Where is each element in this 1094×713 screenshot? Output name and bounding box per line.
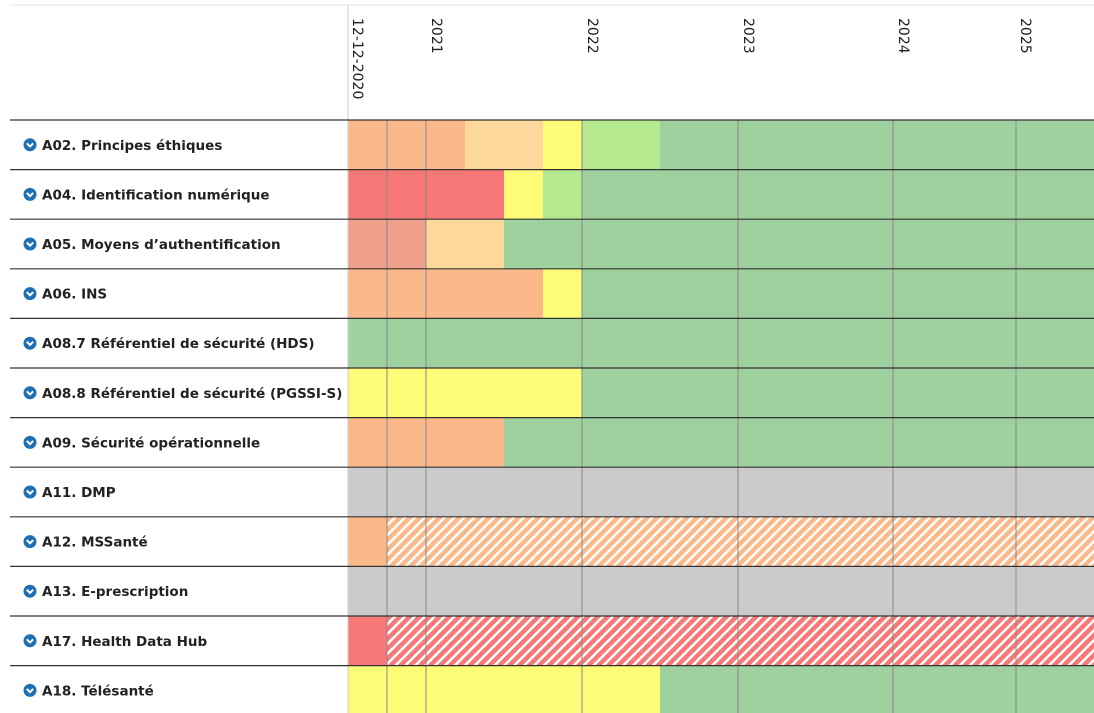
expand-icon	[23, 683, 37, 697]
expand-chevron	[26, 142, 34, 148]
status-segment	[426, 219, 504, 269]
expand-icon	[23, 336, 37, 350]
expand-icon	[23, 187, 37, 201]
row-label: A17. Health Data Hub	[42, 634, 208, 650]
status-segment	[465, 120, 543, 170]
column-header: 2022	[584, 18, 600, 54]
row-label: A12. MSSanté	[42, 535, 148, 551]
status-segment	[348, 665, 660, 713]
status-segment	[660, 665, 1094, 713]
expand-icon	[23, 485, 37, 499]
status-segment	[348, 566, 1094, 616]
status-segment	[387, 616, 1094, 666]
row-label: A08.7 Référentiel de sécurité (HDS)	[42, 336, 315, 352]
status-segment	[504, 169, 543, 220]
status-segment	[348, 616, 387, 666]
expand-icon	[23, 237, 37, 251]
status-segment	[582, 169, 1094, 220]
row-label: A04. Identification numérique	[42, 187, 270, 203]
status-segment	[543, 268, 582, 319]
expand-icon	[23, 138, 37, 152]
expand-chevron	[26, 440, 34, 446]
status-segment	[582, 268, 1094, 319]
status-segment	[348, 268, 543, 319]
status-segment	[543, 169, 582, 220]
column-header: 2023	[740, 18, 756, 54]
status-segment	[348, 318, 1094, 368]
expand-icon	[23, 287, 37, 301]
status-segment	[348, 120, 465, 170]
row-label: A08.8 Référentiel de sécurité (PGSSI-S)	[42, 386, 342, 402]
expand-chevron	[26, 588, 34, 595]
status-segment	[582, 368, 1094, 418]
expand-icon	[23, 535, 37, 549]
status-segment	[543, 120, 582, 170]
expand-icon	[23, 435, 37, 449]
column-header: 12-12-2020	[349, 18, 365, 99]
status-segment	[348, 467, 1094, 517]
status-segment	[504, 417, 1094, 468]
column-header: 2025	[1017, 18, 1033, 54]
expand-chevron	[26, 688, 34, 694]
status-segment	[387, 516, 1094, 567]
expand-chevron	[26, 241, 34, 248]
row-label: A09. Sécurité opérationnelle	[42, 435, 260, 451]
expand-chevron	[26, 192, 34, 198]
row-label: A13. E-prescription	[42, 584, 188, 600]
expand-icon	[23, 386, 37, 400]
status-segment	[660, 120, 1094, 170]
expand-icon	[23, 584, 37, 598]
expand-chevron	[26, 340, 34, 347]
status-segment	[348, 516, 387, 567]
status-segment	[504, 219, 1094, 269]
row-label: A18. Télésanté	[42, 683, 154, 699]
expand-icon	[23, 634, 37, 648]
expand-chevron	[26, 489, 34, 496]
status-segment	[348, 368, 582, 418]
row-label: A11. DMP	[42, 485, 116, 501]
row-label: A05. Moyens d’authentification	[42, 237, 281, 253]
expand-chevron	[26, 291, 34, 297]
expand-chevron	[26, 539, 34, 545]
column-header: 2021	[428, 18, 444, 54]
row-label: A06. INS	[42, 287, 107, 303]
column-header: 2024	[895, 18, 911, 54]
expand-chevron	[26, 390, 34, 396]
expand-chevron	[26, 638, 34, 644]
row-label: A02. Principes éthiques	[42, 138, 222, 154]
status-segment	[582, 120, 660, 170]
